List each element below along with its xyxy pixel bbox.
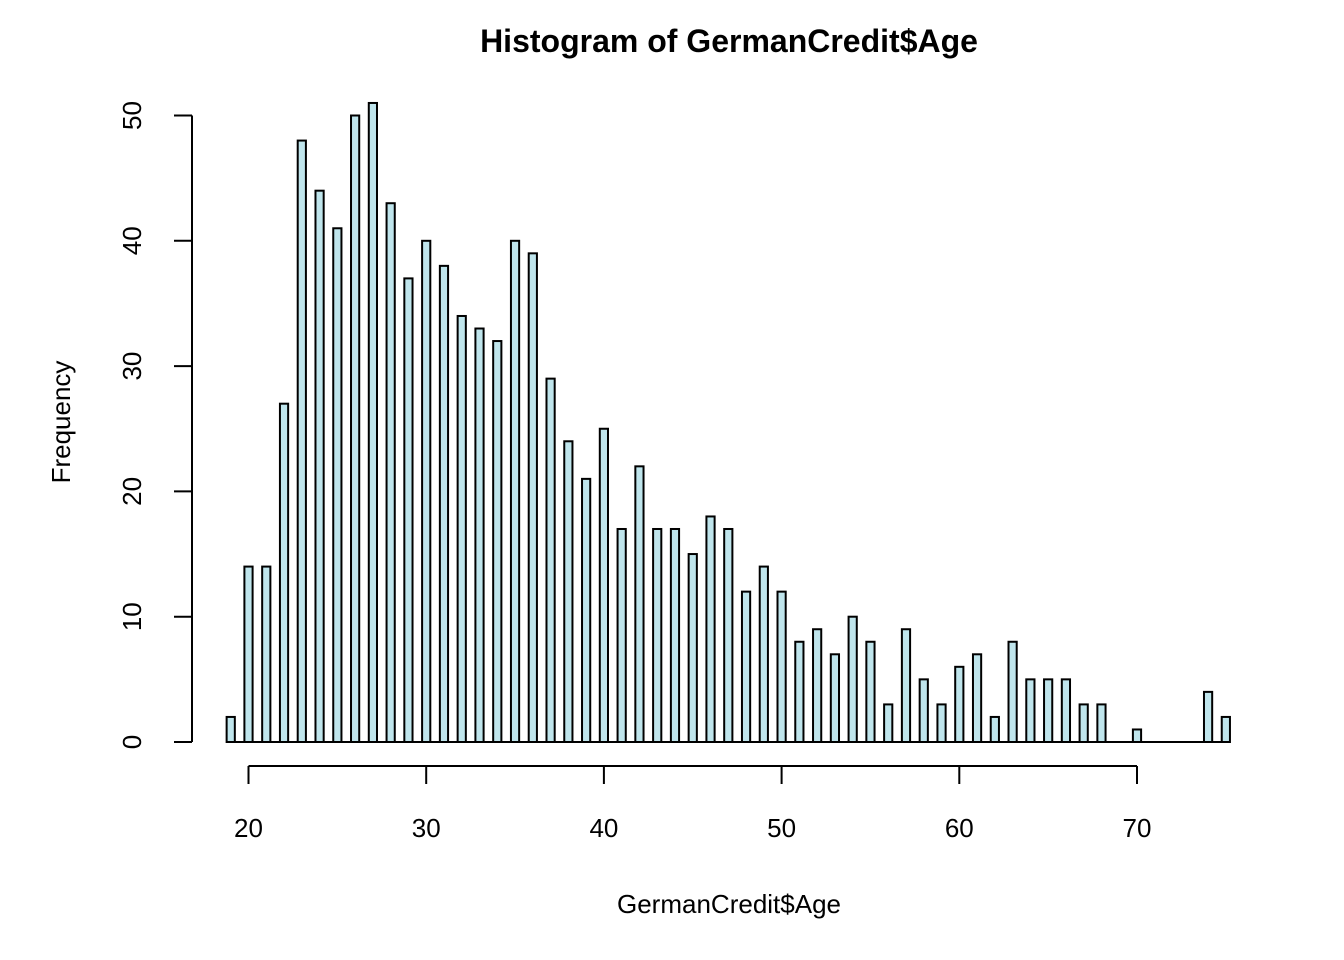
histogram-bar: [829, 653, 841, 743]
histogram-bar: [1043, 678, 1054, 743]
histogram-bar: [332, 227, 343, 743]
x-tick-label: 30: [412, 813, 441, 843]
histogram-bar: [456, 314, 467, 743]
histogram-bar: [740, 590, 752, 744]
histogram-bar: [527, 252, 538, 744]
histogram-bar: [1060, 678, 1072, 743]
histogram-bar: [900, 628, 912, 743]
histogram-bar: [509, 239, 521, 744]
histogram-bar: [1202, 690, 1214, 744]
histogram-bar: [954, 665, 965, 744]
histogram-bar: [367, 101, 378, 744]
histogram-bar: [883, 703, 894, 743]
histogram-bar: [794, 640, 805, 744]
histogram-bar: [296, 139, 307, 743]
histogram-bar: [563, 440, 574, 743]
histogram-bar: [1096, 703, 1107, 743]
histogram-bar: [918, 678, 929, 743]
x-tick-label: 70: [1123, 813, 1152, 843]
histogram-bar: [812, 628, 823, 743]
histogram-bar: [278, 402, 290, 743]
x-axis-label: GermanCredit$Age: [617, 889, 841, 919]
x-tick-label: 40: [589, 813, 618, 843]
histogram-bar: [598, 427, 609, 743]
histogram-bar: [314, 189, 325, 743]
y-tick-label: 50: [117, 101, 147, 130]
histogram-bar: [723, 527, 734, 743]
x-tick-label: 60: [945, 813, 974, 843]
histogram-bar: [634, 465, 645, 743]
x-axis: 20 30 40 50 60 70: [234, 765, 1152, 843]
bars-group: [225, 101, 1231, 744]
histogram-bar: [474, 327, 485, 743]
y-tick-label: 40: [117, 226, 147, 255]
x-tick-label: 50: [767, 813, 796, 843]
histogram-bar: [847, 615, 858, 744]
histogram-bar: [652, 527, 663, 743]
histogram-bar: [705, 515, 716, 744]
histogram-bar: [989, 715, 1000, 744]
histogram-bar: [492, 340, 503, 743]
histogram-bar: [1025, 678, 1036, 743]
histogram-bar: [936, 703, 947, 743]
histogram-bar: [225, 715, 236, 744]
histogram-bar: [261, 565, 272, 744]
histogram-bar: [545, 377, 556, 743]
histogram-bar: [669, 527, 681, 743]
histogram-bar: [758, 565, 769, 744]
histogram-bar: [243, 565, 254, 744]
histogram-bar: [687, 553, 698, 743]
y-tick-label: 10: [117, 602, 147, 631]
histogram-bar: [616, 527, 627, 743]
histogram-bar: [1131, 728, 1143, 743]
y-tick-label: 30: [117, 352, 147, 381]
histogram-bar: [776, 590, 787, 744]
histogram-bar: [385, 202, 396, 743]
histogram-bar: [1007, 640, 1018, 744]
y-axis-label: Frequency: [46, 361, 76, 484]
histogram-bar: [403, 277, 414, 743]
histogram-bar: [1220, 715, 1231, 744]
y-axis: 0 10 20 30 40 50: [117, 101, 193, 749]
histogram-bar: [438, 264, 450, 743]
y-tick-label: 0: [117, 735, 147, 749]
y-tick-label: 20: [117, 477, 147, 506]
histogram-bar: [350, 114, 361, 743]
histogram-bar: [421, 239, 432, 744]
chart-title: Histogram of GermanCredit$Age: [480, 23, 978, 59]
histogram-bar: [865, 640, 876, 744]
histogram-bar: [1078, 703, 1089, 743]
histogram-bar: [581, 477, 592, 743]
histogram-bar: [971, 653, 983, 743]
x-tick-label: 20: [234, 813, 263, 843]
